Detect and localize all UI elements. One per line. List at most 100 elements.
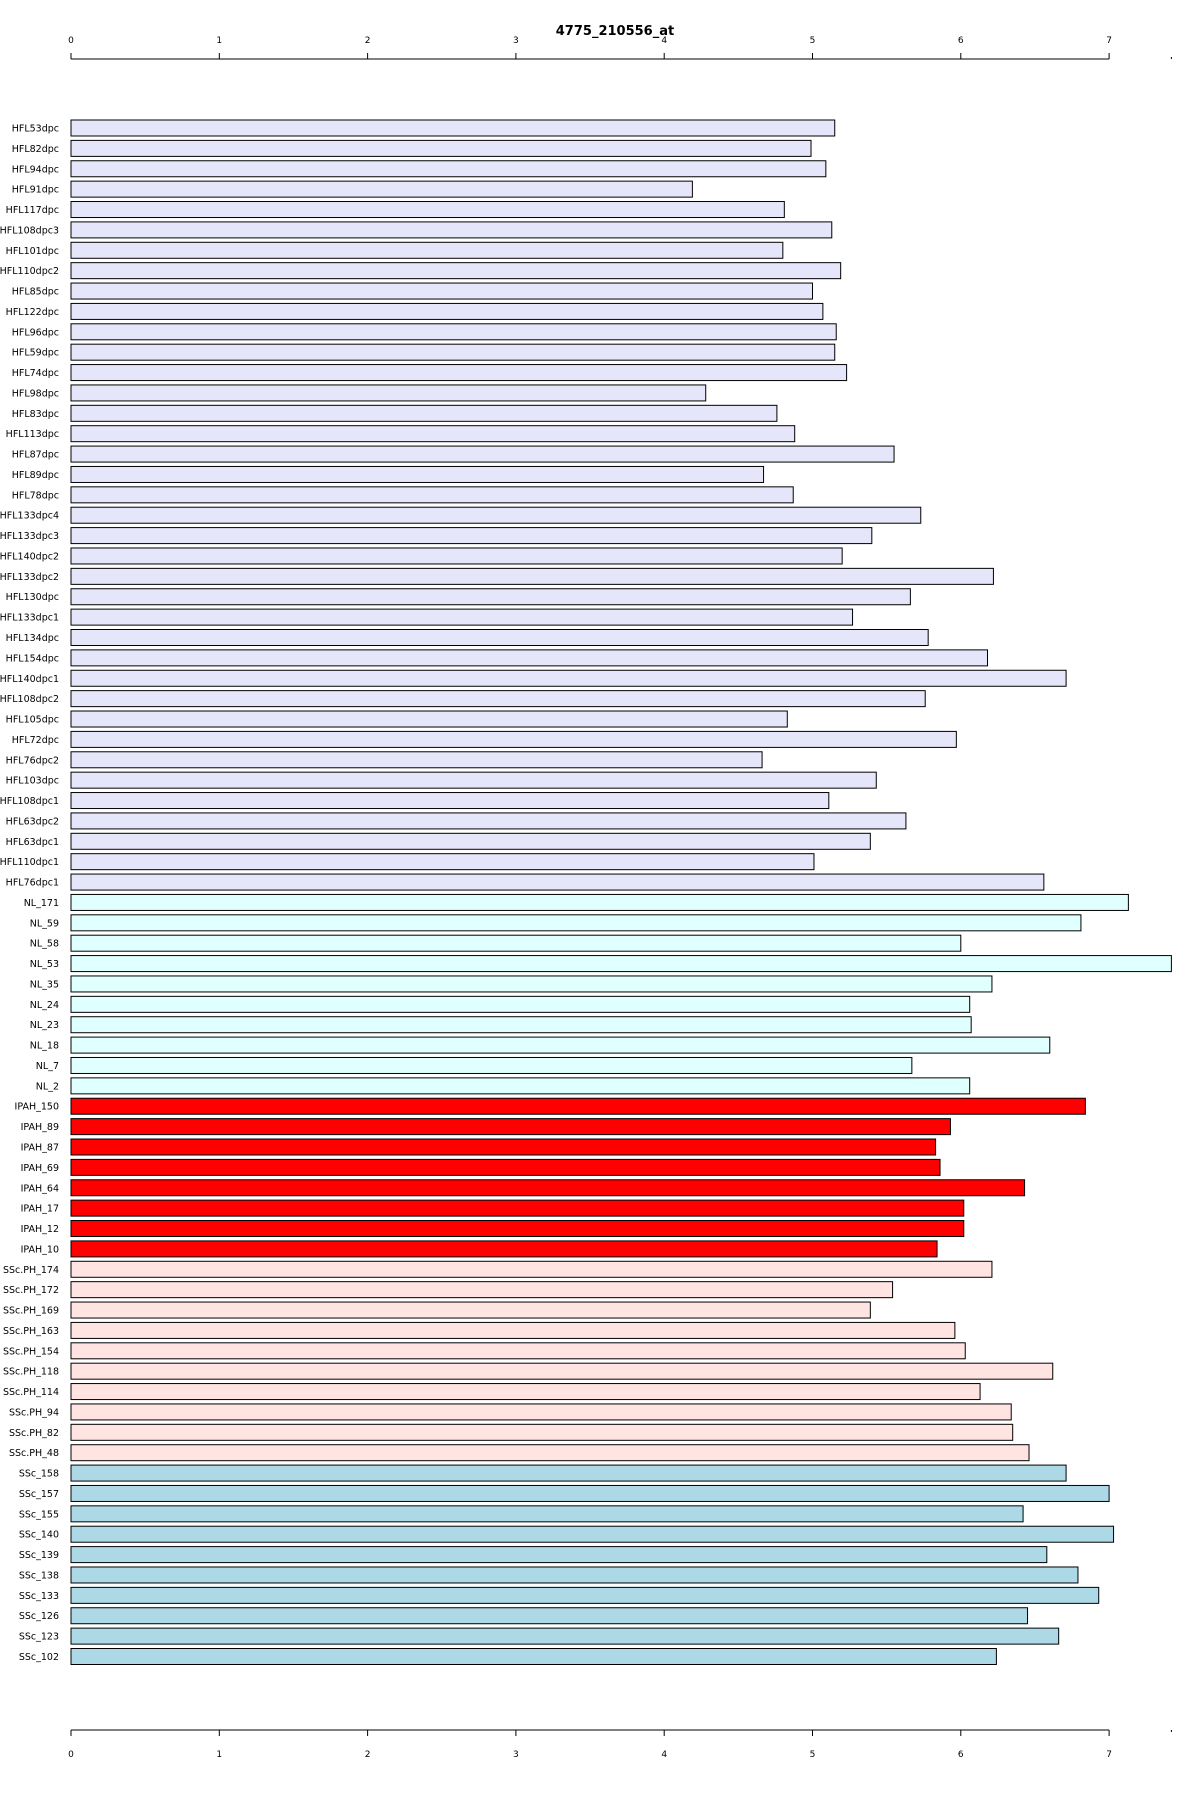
category-label: NL_53 (30, 959, 59, 970)
bar (70, 1199, 965, 1217)
bar (70, 710, 788, 728)
category-label: SSc.PH_48 (9, 1448, 59, 1459)
category-label: HFL63dpc2 (6, 816, 59, 827)
top-axis: 0 1 2 3 4 5 6 7 (68, 36, 1172, 60)
bar (70, 201, 785, 219)
category-label: HFL76dpc2 (6, 755, 59, 766)
category-label: SSc.PH_169 (3, 1306, 59, 1317)
category-label: HFL59dpc (12, 348, 59, 359)
category-label: NL_18 (30, 1041, 59, 1052)
category-label: SSc.PH_94 (9, 1407, 59, 1418)
category-label: HFL113dpc (6, 429, 59, 440)
bar (70, 343, 836, 361)
category-label: HFL96dpc (12, 327, 59, 338)
bar (70, 1321, 956, 1339)
bar (70, 486, 794, 504)
category-label: HFL98dpc (12, 388, 59, 399)
bar (70, 160, 827, 178)
top-tick-label: 4 (661, 36, 667, 46)
bar (70, 751, 763, 769)
category-label: SSc_138 (19, 1570, 59, 1581)
category-label: NL_24 (30, 1000, 59, 1011)
bar (70, 1220, 965, 1238)
bar (70, 1383, 981, 1401)
bar (70, 527, 873, 545)
bar (70, 1627, 1060, 1645)
bar (70, 282, 813, 300)
bar (70, 547, 843, 565)
top-tick-label: 1 (216, 36, 222, 46)
bar (70, 364, 848, 382)
bar (70, 873, 1045, 891)
category-label: HFL103dpc (6, 776, 59, 787)
bar (70, 608, 854, 626)
category-label: IPAH_64 (21, 1183, 59, 1194)
bar (70, 934, 962, 952)
category-label: HFL53dpc (12, 124, 59, 135)
category-labels-group: HFL53dpc HFL82dpc HFL94dpc HFL91dpc HFL117dp… (0, 124, 59, 1664)
category-label: SSc_140 (19, 1530, 59, 1541)
top-tick-label: 6 (958, 36, 964, 46)
category-label: HFL108dpc2 (0, 694, 59, 705)
category-label: HFL133dpc1 (0, 613, 59, 624)
bar (70, 180, 693, 198)
category-label: SSc_123 (19, 1632, 59, 1643)
category-label: IPAH_12 (21, 1224, 59, 1235)
category-label: HFL94dpc (12, 164, 59, 175)
category-label: SSc.PH_118 (3, 1367, 59, 1378)
category-label: HFL105dpc (6, 715, 59, 726)
bar (70, 1158, 941, 1176)
bar (70, 506, 922, 524)
category-label: HFL91dpc (12, 185, 59, 196)
bar (70, 893, 1129, 911)
bar (70, 1097, 1086, 1115)
category-label: HFL133dpc3 (0, 531, 59, 542)
bar (70, 1607, 1029, 1625)
category-label: HFL140dpc1 (0, 674, 59, 685)
category-label: SSc_158 (19, 1469, 59, 1480)
bar (70, 832, 871, 850)
bar (70, 771, 877, 789)
bar (70, 1240, 938, 1258)
category-label: SSc_139 (19, 1550, 59, 1561)
bar (70, 1444, 1030, 1462)
bar (70, 1362, 1054, 1380)
bar (70, 119, 836, 137)
category-label: SSc_102 (19, 1652, 59, 1663)
bar (70, 1525, 1115, 1543)
bar (70, 1464, 1067, 1482)
bottom-tick-label: 3 (513, 1750, 519, 1760)
category-label: HFL108dpc3 (0, 225, 59, 236)
category-label: NL_23 (30, 1020, 59, 1031)
category-label: HFL130dpc (6, 592, 59, 603)
bar (70, 690, 926, 708)
category-label: HFL76dpc1 (6, 878, 59, 889)
category-label: HFL101dpc (6, 246, 59, 257)
bar (70, 384, 707, 402)
bar (70, 730, 957, 748)
bar (70, 955, 1172, 973)
bar (70, 1342, 966, 1360)
bar (70, 1546, 1048, 1564)
bar (70, 669, 1067, 687)
bar (70, 1138, 937, 1156)
category-label: SSc.PH_114 (3, 1387, 59, 1398)
category-label: SSc.PH_174 (3, 1265, 59, 1276)
category-label: HFL87dpc (12, 450, 59, 461)
category-label: HFL110dpc2 (0, 266, 59, 277)
category-label: HFL72dpc (12, 735, 59, 746)
category-label: HFL82dpc (12, 144, 59, 155)
top-tick-label: 3 (513, 36, 519, 46)
category-label: HFL110dpc1 (0, 857, 59, 868)
category-label: NL_59 (30, 918, 59, 929)
category-label: SSc_155 (19, 1509, 59, 1520)
category-label: NL_58 (30, 939, 59, 950)
category-label: NL_35 (30, 979, 59, 990)
category-label: HFL89dpc (12, 470, 59, 481)
bar (70, 914, 1082, 932)
bottom-axis: 0 1 2 3 4 5 6 7 (68, 1729, 1172, 1760)
category-label: NL_7 (36, 1061, 59, 1072)
bar (70, 588, 911, 606)
category-label: NL_2 (36, 1081, 59, 1092)
